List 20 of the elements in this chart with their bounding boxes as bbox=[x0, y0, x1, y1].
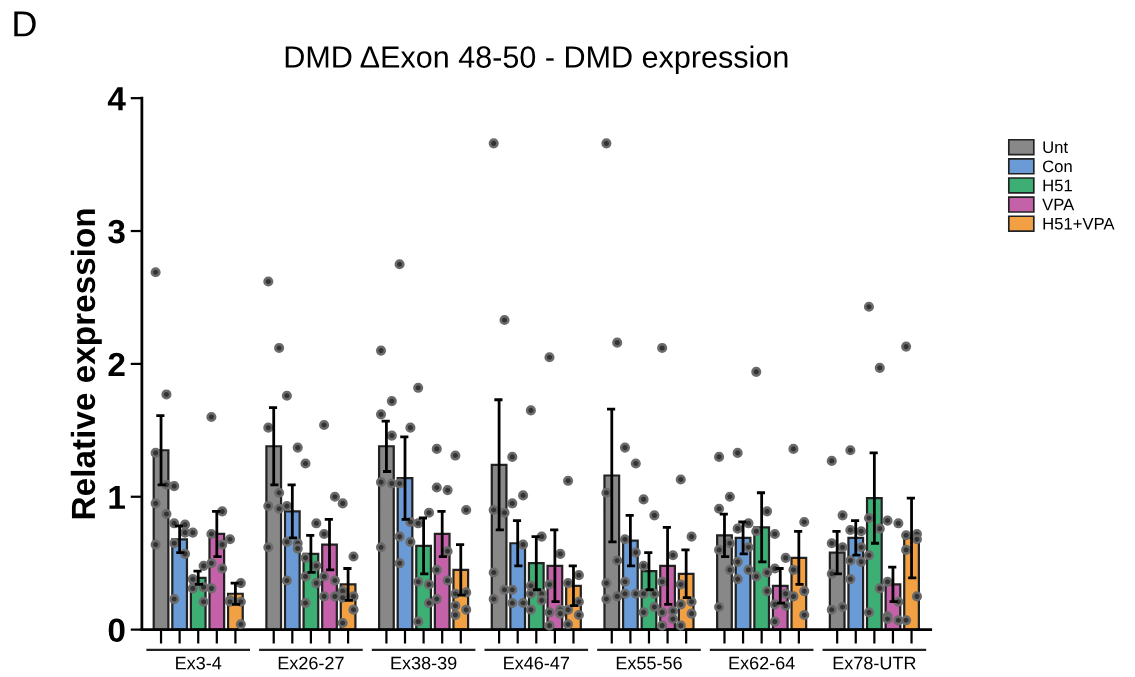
chart-title: DMD ΔExon 48-50 - DMD expression bbox=[285, 45, 788, 74]
x-tick-label: Ex26-27 bbox=[278, 656, 344, 670]
y-tick-label: 4 bbox=[107, 87, 126, 111]
text: D bbox=[14, 11, 36, 37]
y-tick-label: 2 bbox=[108, 352, 125, 376]
legend-label: H51+VPA bbox=[1043, 217, 1115, 230]
x-tick-label: Ex62-64 bbox=[729, 656, 795, 670]
legend-label: VPA bbox=[1042, 198, 1075, 211]
legend-label: Unt bbox=[1043, 141, 1068, 154]
x-tick-label: Ex38-39 bbox=[391, 656, 457, 670]
x-tick-label: Ex55-56 bbox=[616, 656, 682, 670]
y-axis-title: Relative expression bbox=[70, 209, 102, 519]
x-tick-label: Ex3-4 bbox=[176, 656, 222, 670]
legend-label: Con bbox=[1042, 160, 1072, 173]
x-tick-label: Ex78-UTR bbox=[833, 656, 916, 670]
legend-label: H51 bbox=[1043, 179, 1072, 192]
y-tick-label: 0 bbox=[108, 618, 125, 643]
y-tick-label: 1 bbox=[109, 485, 125, 509]
x-tick-label: Ex46-47 bbox=[504, 656, 570, 670]
y-tick-label: 3 bbox=[108, 219, 125, 244]
